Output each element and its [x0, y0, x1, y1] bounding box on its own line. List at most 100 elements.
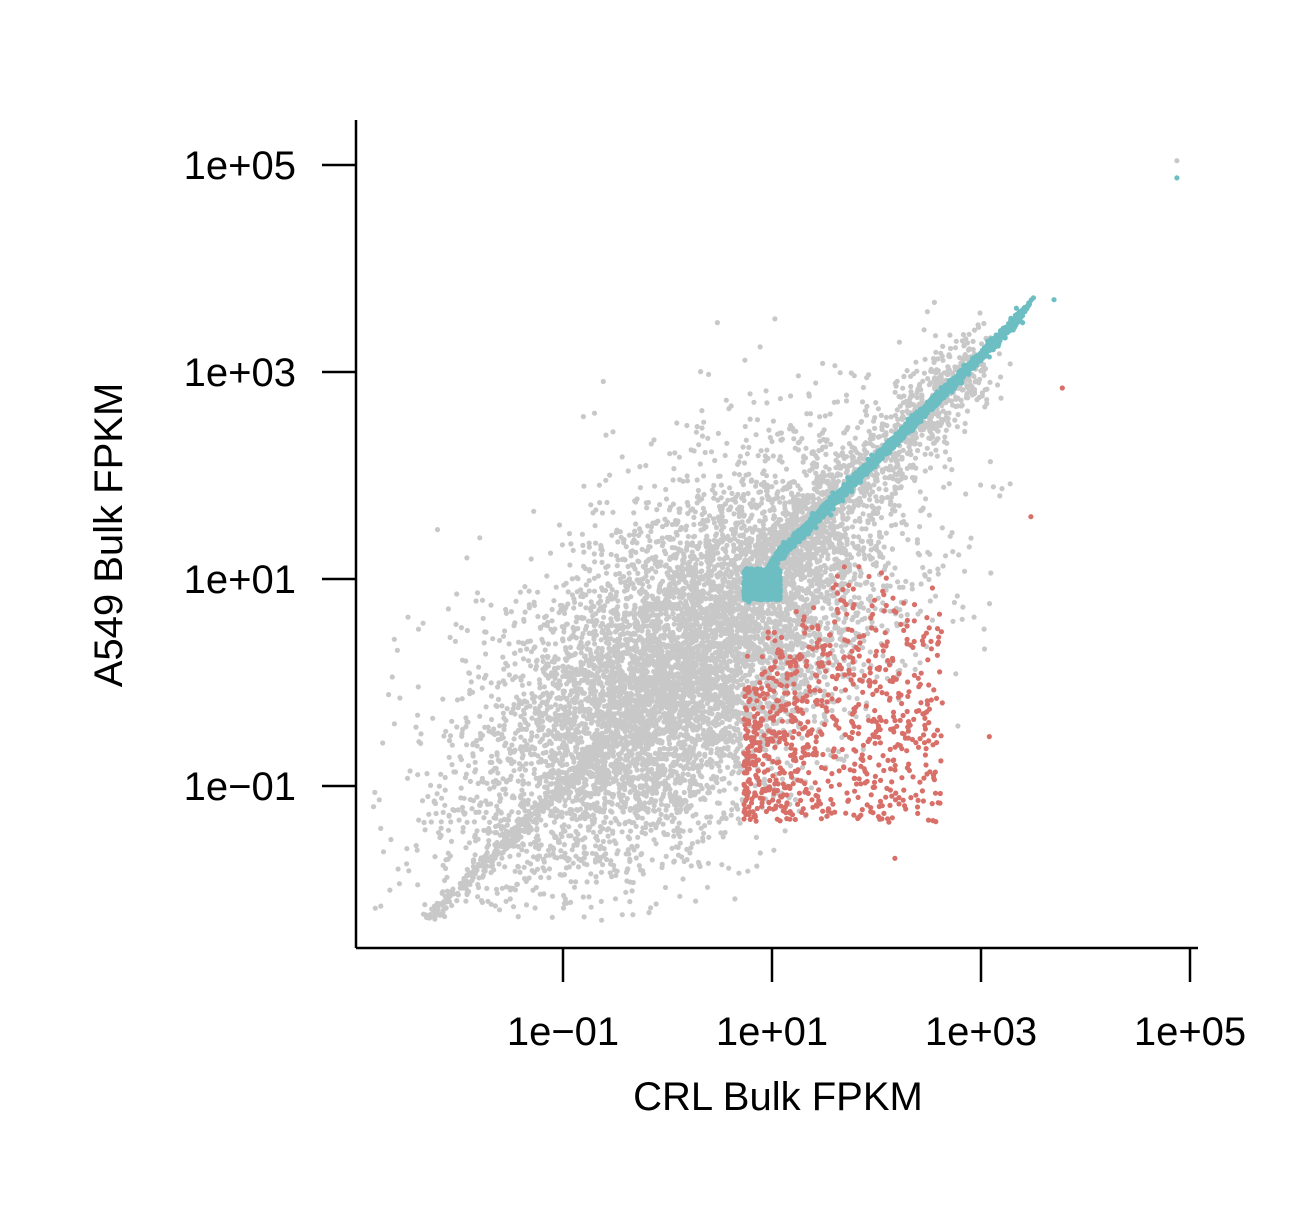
gray-point — [905, 537, 911, 543]
gray-point — [755, 453, 761, 459]
gray-point — [627, 858, 633, 864]
gray-point — [439, 795, 445, 801]
gray-point — [711, 495, 717, 501]
gray-point — [460, 809, 466, 815]
gray-point — [535, 613, 541, 620]
gray-point — [511, 795, 517, 801]
gray-point — [576, 722, 582, 729]
gray-point — [583, 623, 590, 630]
gray-point — [496, 907, 503, 913]
gray-point — [597, 593, 603, 599]
gray-point — [684, 846, 690, 853]
gray-point — [479, 874, 486, 880]
gray-point — [720, 735, 726, 741]
gray-point — [391, 721, 397, 727]
gray-point — [680, 828, 686, 834]
gray-point — [488, 901, 494, 907]
gray-point — [610, 828, 616, 834]
gray-point — [497, 832, 503, 838]
gray-point — [495, 770, 501, 776]
gray-point — [720, 682, 726, 688]
gray-point — [896, 339, 903, 345]
gray-point — [933, 447, 939, 453]
gray-point — [825, 620, 831, 626]
gray-point — [643, 820, 649, 826]
gray-point — [926, 576, 932, 583]
gray-point — [544, 653, 550, 660]
gray-point — [634, 843, 640, 849]
gray-point — [447, 634, 453, 641]
gray-point — [638, 852, 644, 858]
gray-point — [669, 845, 675, 851]
gray-point — [474, 590, 481, 596]
gray-point — [418, 731, 424, 737]
gray-point — [645, 578, 651, 585]
gray-point — [630, 912, 636, 918]
gray-point — [783, 746, 789, 752]
gray-point — [612, 816, 618, 822]
gray-point — [497, 759, 503, 765]
gray-point — [504, 706, 510, 712]
gray-point — [518, 744, 524, 750]
gray-point — [517, 869, 523, 875]
gray-point — [935, 571, 941, 577]
gray-point — [701, 830, 707, 836]
gray-point — [431, 798, 437, 804]
gray-point — [432, 916, 438, 922]
gray-point — [997, 493, 1003, 499]
gray-point — [511, 701, 517, 708]
gray-point — [624, 878, 630, 884]
gray-point — [625, 596, 631, 602]
gray-point — [738, 676, 744, 683]
gray-point — [705, 860, 712, 867]
gray-point — [761, 468, 767, 474]
gray-point — [677, 540, 683, 546]
gray-point — [685, 533, 691, 540]
gray-point — [747, 391, 753, 397]
gray-point — [613, 840, 619, 847]
gray-point — [608, 591, 614, 598]
gray-point — [697, 461, 703, 467]
gray-point — [882, 481, 888, 487]
gray-point — [966, 331, 972, 337]
gray-point — [708, 814, 714, 820]
gray-point — [917, 660, 923, 666]
gray-point — [528, 761, 535, 767]
gray-point — [529, 715, 535, 721]
gray-point — [591, 588, 598, 594]
series-gray-points — [370, 158, 1180, 923]
gray-point — [460, 825, 466, 831]
gray-point — [625, 468, 631, 474]
gray-point — [957, 355, 963, 361]
gray-point — [717, 788, 723, 794]
gray-point — [828, 441, 834, 447]
gray-point — [663, 486, 669, 493]
gray-point — [549, 618, 555, 624]
gray-point — [662, 516, 668, 522]
gray-point — [445, 856, 451, 862]
gray-point — [880, 554, 886, 561]
gray-point — [628, 553, 634, 559]
gray-point — [846, 441, 853, 447]
gray-point — [571, 884, 578, 890]
gray-point — [701, 727, 707, 734]
gray-point — [463, 845, 469, 851]
gray-point — [512, 674, 518, 680]
gray-point — [440, 809, 446, 816]
gray-point — [449, 718, 455, 724]
gray-point — [479, 597, 486, 603]
gray-point — [713, 531, 720, 537]
gray-point — [672, 450, 678, 456]
gray-point — [838, 688, 845, 694]
gray-point — [643, 462, 649, 469]
gray-point — [573, 879, 579, 885]
gray-point — [564, 761, 570, 768]
gray-point — [871, 482, 877, 488]
gray-point — [699, 408, 705, 414]
gray-point — [565, 664, 572, 670]
gray-point — [396, 881, 402, 887]
gray-point — [859, 538, 865, 545]
gray-point — [938, 350, 944, 356]
gray-point — [653, 901, 659, 907]
gray-point — [717, 556, 723, 562]
